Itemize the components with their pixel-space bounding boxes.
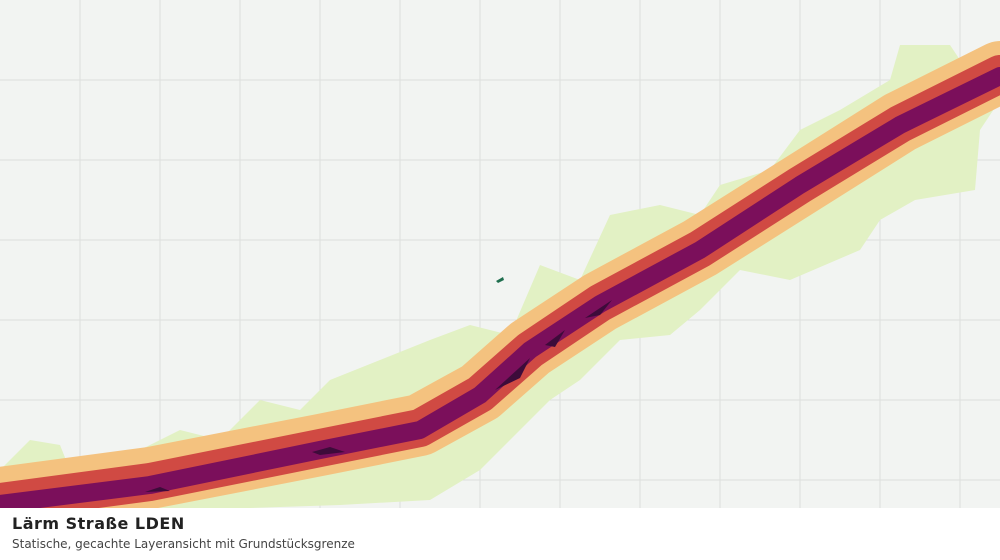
layer-title: Lärm Straße LDEN	[12, 514, 185, 533]
map-view	[0, 0, 1000, 508]
layer-subtitle: Statische, gecachte Layeransicht mit Gru…	[12, 537, 355, 551]
caption-bar: Lärm Straße LDEN Statische, gecachte Lay…	[0, 508, 1000, 560]
noise-layer	[0, 41, 1000, 508]
